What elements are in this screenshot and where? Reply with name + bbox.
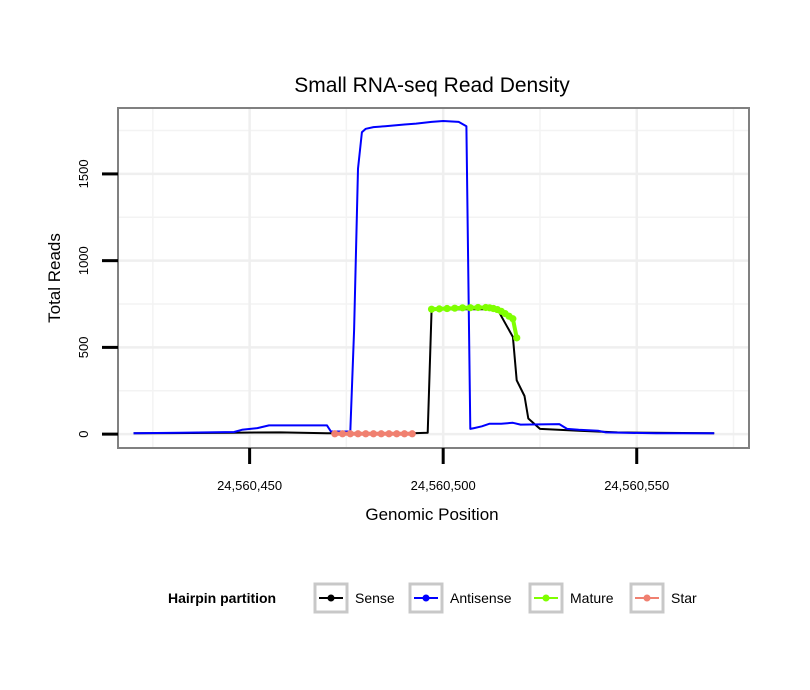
y-tick-label: 500	[76, 337, 91, 359]
axis-layer: 24,560,450 24,560,500 24,560,550 0 500 1000 15…	[76, 159, 669, 493]
series-mature-point	[435, 305, 443, 313]
series-star-point	[408, 430, 416, 438]
series-mature-point	[474, 303, 482, 312]
legend-label-mature: Mature	[570, 590, 614, 606]
legend-point-antisense	[422, 594, 430, 602]
series-mature-point	[458, 304, 467, 312]
x-axis-title: Genomic Position	[365, 505, 498, 524]
series-star-point	[369, 430, 378, 438]
legend-point-sense	[327, 594, 335, 602]
legend-label-sense: Sense	[355, 590, 395, 606]
x-tick-label: 24,560,450	[217, 478, 282, 493]
series-star-point	[385, 430, 393, 438]
series-star-point	[377, 430, 385, 438]
legend-label-star: Star	[671, 590, 697, 606]
series-star-point	[393, 430, 401, 438]
y-tick-label: 1000	[76, 246, 91, 275]
legend: Hairpin partition Sense Antisense Mature Sta…	[168, 582, 697, 614]
series-antisense-line	[133, 120, 715, 435]
series-sense-line	[133, 308, 715, 435]
grid-layer	[118, 108, 749, 448]
series-star-point	[338, 430, 347, 438]
series-star-point	[362, 430, 370, 438]
y-axis-title: Total Reads	[45, 233, 64, 323]
series-star-point	[354, 430, 362, 438]
y-tick-label: 0	[76, 430, 91, 437]
legend-point-star	[643, 594, 651, 602]
chart-title: Small RNA-seq Read Density	[294, 74, 570, 97]
series-layer	[133, 120, 715, 438]
legend-point-mature	[542, 594, 550, 602]
series-star-point	[400, 430, 409, 438]
series-mature-point	[451, 304, 459, 312]
series-mature-point	[427, 305, 436, 313]
legend-label-antisense: Antisense	[450, 590, 512, 606]
series-mature-point	[509, 315, 517, 323]
series-mature-point	[443, 304, 451, 313]
legend-title: Hairpin partition	[168, 590, 276, 606]
y-tick-label: 1500	[76, 159, 91, 188]
series-star-point	[331, 430, 339, 438]
x-tick-label: 24,560,500	[411, 478, 476, 493]
x-tick-label: 24,560,550	[604, 478, 669, 493]
plot-panel-border	[117, 107, 750, 449]
series-mature-point	[466, 304, 474, 312]
series-mature-point	[513, 334, 521, 342]
series-star-point	[346, 430, 354, 438]
